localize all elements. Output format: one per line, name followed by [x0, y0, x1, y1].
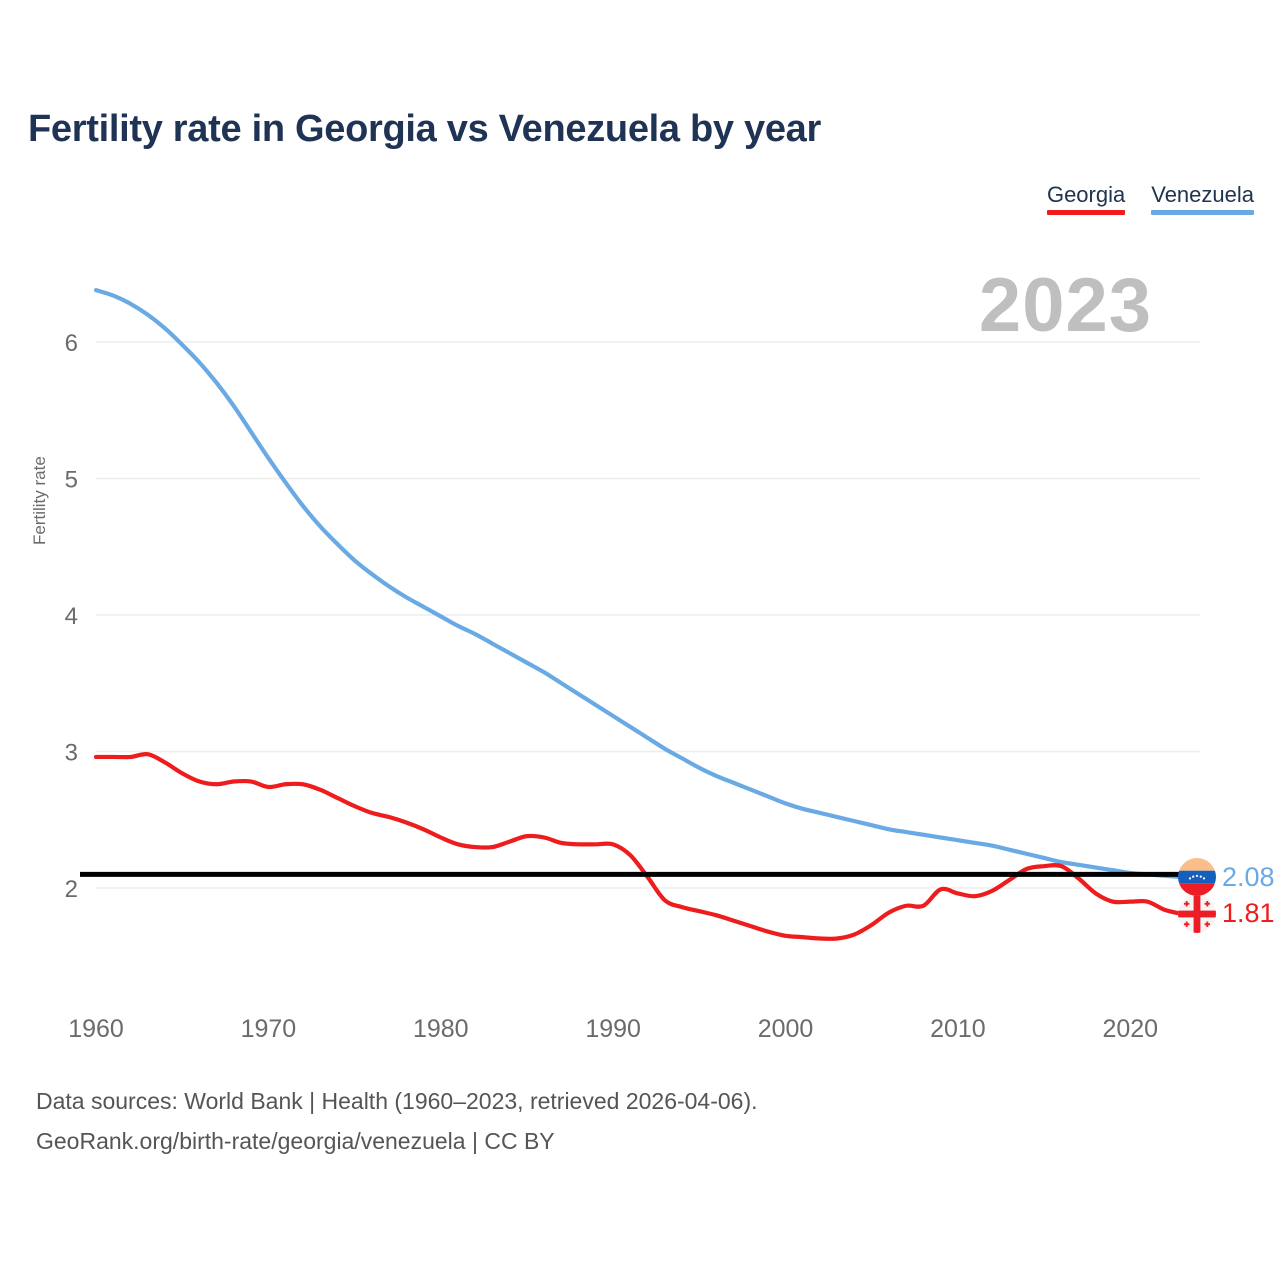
georgia-endpoint-value: 1.81 [1222, 898, 1275, 929]
series-line-venezuela [93, 288, 1185, 880]
y-axis-tick: 3 [65, 740, 78, 767]
y-axis-tick: 6 [65, 330, 78, 357]
gridlines [96, 341, 1200, 889]
y-axis-tick: 2 [65, 876, 78, 903]
x-axis-tick: 2020 [1102, 1015, 1158, 1043]
legend-swatch-georgia [1046, 210, 1126, 216]
year-watermark: 2023 [978, 263, 1152, 348]
legend-swatch-venezuela [1151, 210, 1254, 216]
x-axis-tick-labels: 1960 1970 1980 1990 2000 2010 2020 [68, 1015, 1158, 1043]
x-axis-tick: 1960 [68, 1015, 124, 1043]
venezuela-endpoint: 2.08 [1178, 858, 1275, 897]
chart-legend: Georgia Venezuela [1046, 182, 1254, 216]
y-axis-tick: 5 [65, 467, 78, 494]
footer-attribution: Data sources: World Bank | Health (1960–… [36, 1082, 758, 1161]
page-title: Fertility rate in Georgia vs Venezuela b… [28, 108, 821, 150]
x-axis-tick: 2010 [930, 1015, 986, 1043]
georgia-flag-icon [1178, 894, 1216, 933]
series-line-georgia [93, 751, 1185, 941]
legend-label-georgia: Georgia [1046, 182, 1126, 207]
footer-line-1: Data sources: World Bank | Health (1960–… [36, 1088, 758, 1114]
series-lines [93, 288, 1185, 941]
y-axis-tick-labels: 2 3 4 5 6 [65, 330, 78, 903]
x-axis-tick: 1980 [413, 1015, 469, 1043]
x-axis-tick: 2000 [758, 1015, 814, 1043]
legend-label-venezuela: Venezuela [1151, 182, 1254, 207]
venezuela-flag-icon [1178, 858, 1216, 897]
y-axis-tick: 4 [65, 603, 78, 630]
x-axis-tick: 1990 [585, 1015, 641, 1043]
x-axis-tick: 1970 [241, 1015, 297, 1043]
legend-item-georgia[interactable]: Georgia [1046, 182, 1126, 216]
georgia-endpoint: 1.81 [1178, 894, 1275, 933]
venezuela-endpoint-value: 2.08 [1222, 861, 1275, 892]
legend-item-venezuela[interactable]: Venezuela [1151, 182, 1254, 216]
footer-line-2: GeoRank.org/birth-rate/georgia/venezuela… [36, 1127, 555, 1154]
